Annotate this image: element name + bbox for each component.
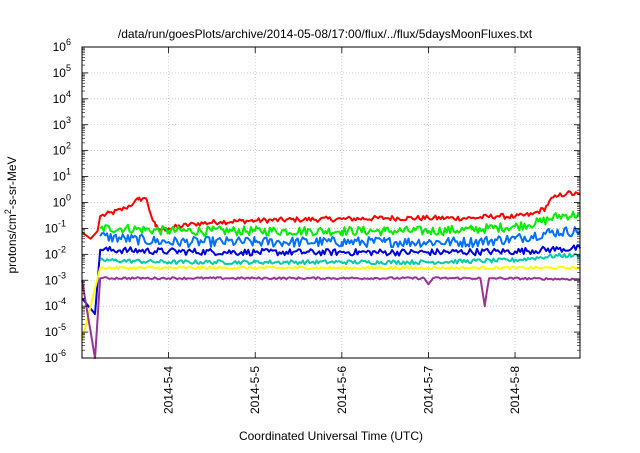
y-tick-label: 103 <box>53 115 71 132</box>
y-tick-exponent: 0 <box>66 193 71 203</box>
y-tick-base: 10 <box>45 221 59 235</box>
series-line-2 <box>99 226 581 249</box>
y-axis-label: protons/cm2-s-sr-MeV <box>3 156 19 273</box>
y-tick-base: 10 <box>45 351 59 365</box>
y-tick-label: 105 <box>53 63 71 80</box>
grid-layer <box>82 47 580 358</box>
y-tick-base: 10 <box>53 92 67 106</box>
y-tick-label: 100 <box>53 193 71 210</box>
y-tick-exponent: -5 <box>58 322 66 332</box>
y-tick-base: 10 <box>53 40 67 54</box>
series-line-6 <box>81 276 581 359</box>
y-tick-exponent: -6 <box>58 348 66 358</box>
chart-title: /data/run/goesPlots/archive/2014-05-08/1… <box>118 27 533 41</box>
axes-layer: 10610510410310210110010-110-210-310-410-… <box>45 37 581 414</box>
y-tick-label: 10-2 <box>45 244 66 261</box>
plot-frame <box>81 46 581 359</box>
y-tick-label: 101 <box>53 167 71 184</box>
y-tick-exponent: 3 <box>66 115 71 125</box>
y-tick-exponent: 1 <box>66 167 71 177</box>
y-tick-exponent: -2 <box>58 244 66 254</box>
x-tick-label: 2014-5-8 <box>508 366 522 414</box>
x-tick-label: 2014-5-6 <box>335 366 349 414</box>
x-tick-label: 2014-5-4 <box>162 366 176 414</box>
y-tick-base: 10 <box>53 66 67 80</box>
y-tick-base: 10 <box>45 273 59 287</box>
series-line-0 <box>81 190 581 240</box>
y-tick-base: 10 <box>53 196 67 210</box>
y-tick-exponent: -3 <box>58 270 66 280</box>
y-tick-label: 10-5 <box>45 322 66 339</box>
series-line-1 <box>99 210 581 237</box>
y-tick-base: 10 <box>53 170 67 184</box>
y-tick-label: 10-1 <box>45 218 66 235</box>
y-tick-exponent: -4 <box>58 296 66 306</box>
y-tick-label: 10-3 <box>45 270 66 287</box>
y-axis-label-prefix: protons/cm <box>5 214 19 273</box>
y-axis-label-superscript: 2 <box>3 209 13 214</box>
y-tick-base: 10 <box>53 144 67 158</box>
y-tick-exponent: 2 <box>66 141 71 151</box>
y-tick-label: 10-4 <box>45 296 66 313</box>
y-axis-label-suffix: -s-sr-MeV <box>5 156 19 209</box>
x-axis-label: Coordinated Universal Time (UTC) <box>239 429 423 443</box>
y-tick-exponent: -1 <box>58 218 66 228</box>
y-tick-exponent: 4 <box>66 89 71 99</box>
y-tick-exponent: 6 <box>66 37 71 47</box>
x-tick-label: 2014-5-7 <box>421 366 435 414</box>
y-tick-exponent: 5 <box>66 63 71 73</box>
y-tick-base: 10 <box>45 325 59 339</box>
y-tick-label: 106 <box>53 37 71 54</box>
x-tick-label: 2014-5-5 <box>248 366 262 414</box>
series-layer <box>81 190 581 359</box>
series-line-5 <box>81 265 581 341</box>
y-tick-label: 104 <box>53 89 71 106</box>
y-tick-label: 10-6 <box>45 348 66 365</box>
y-tick-label: 102 <box>53 141 71 158</box>
series-line-4 <box>99 252 581 266</box>
y-tick-base: 10 <box>45 247 59 261</box>
y-tick-base: 10 <box>53 118 67 132</box>
y-tick-base: 10 <box>45 299 59 313</box>
series-line-3 <box>81 244 581 315</box>
